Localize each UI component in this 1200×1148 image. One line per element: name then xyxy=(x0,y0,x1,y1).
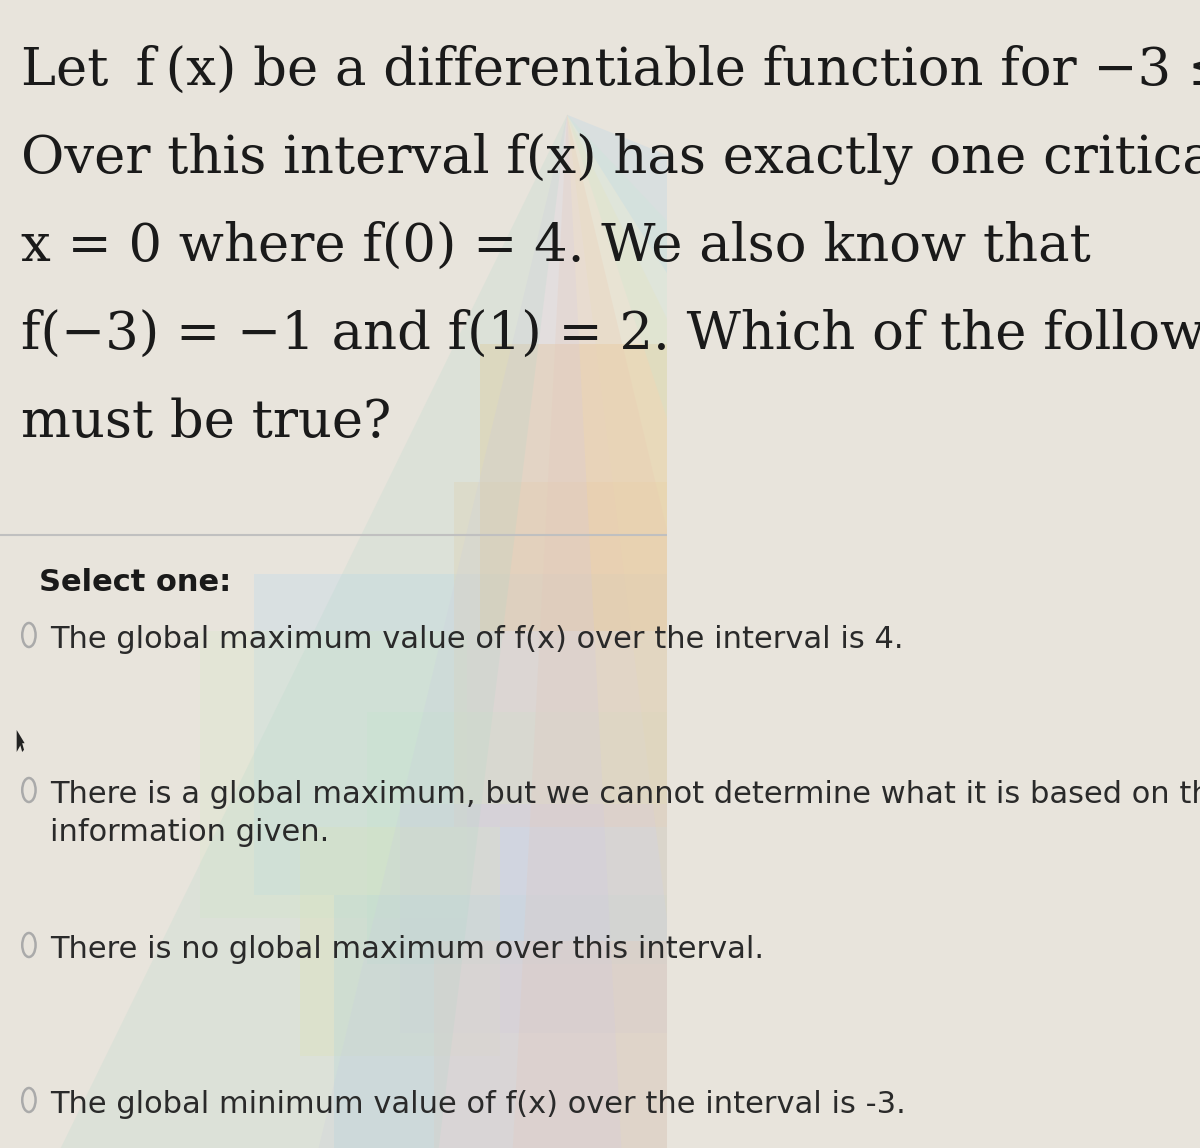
Bar xyxy=(480,344,667,631)
Bar xyxy=(300,827,500,1056)
Text: There is no global maximum over this interval.: There is no global maximum over this int… xyxy=(50,934,764,964)
Polygon shape xyxy=(17,730,25,752)
Bar xyxy=(401,804,667,1033)
Text: Over this interval f(x) has exactly one critical point at: Over this interval f(x) has exactly one … xyxy=(22,133,1200,185)
Polygon shape xyxy=(187,115,658,1148)
Text: must be true?: must be true? xyxy=(22,397,391,448)
Bar xyxy=(454,482,667,827)
Polygon shape xyxy=(568,115,1200,1148)
Text: Select one:: Select one: xyxy=(38,568,232,597)
Text: There is a global maximum, but we cannot determine what it is based on the
infor: There is a global maximum, but we cannot… xyxy=(50,779,1200,847)
Text: The global minimum value of f(x) over the interval is -3.: The global minimum value of f(x) over th… xyxy=(50,1089,906,1119)
Text: Let  f (x) be a differentiable function for −3 ≤ x ≤ 1.: Let f (x) be a differentiable function f… xyxy=(22,45,1200,96)
Polygon shape xyxy=(0,115,568,1148)
Text: f(−3) = −1 and f(1) = 2. Which of the following: f(−3) = −1 and f(1) = 2. Which of the fo… xyxy=(22,309,1200,360)
Bar xyxy=(200,631,467,918)
Bar xyxy=(253,574,667,895)
Bar xyxy=(367,712,667,964)
Text: x = 0 where f(0) = 4. We also know that: x = 0 where f(0) = 4. We also know that xyxy=(22,222,1091,272)
Polygon shape xyxy=(568,115,1200,1148)
Bar xyxy=(334,895,667,1148)
Text: The global maximum value of f(x) over the interval is 4.: The global maximum value of f(x) over th… xyxy=(50,625,904,654)
Polygon shape xyxy=(568,115,1200,1148)
Polygon shape xyxy=(476,115,947,1148)
Bar xyxy=(433,941,667,1148)
